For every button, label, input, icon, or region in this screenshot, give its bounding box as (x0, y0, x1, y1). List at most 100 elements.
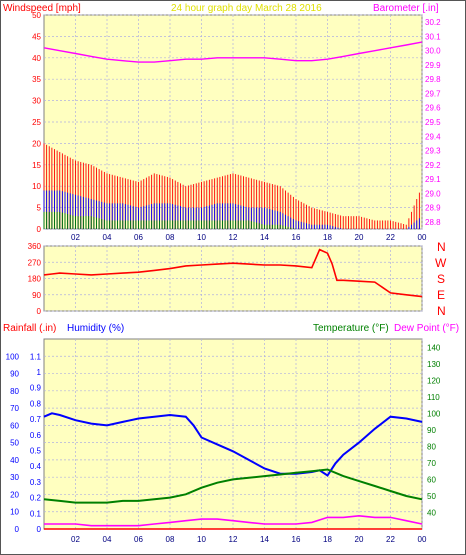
wind-tick-label: 0 (37, 225, 42, 234)
windspeed-axis-label: Windspeed [mph] (3, 3, 81, 14)
humidity-tick-label: 0 (15, 525, 20, 534)
wind-tick-label: 35 (32, 75, 41, 84)
series-barometer (43, 41, 423, 63)
baro-tick-label: 29.8 (425, 75, 441, 84)
rainfall-tick-label: 0.1 (30, 509, 42, 518)
wind-tick-label: 25 (32, 118, 41, 127)
humidity-tick-label: 10 (10, 508, 19, 517)
x-tick-label-top: 08 (166, 233, 175, 242)
humidity-tick-label: 80 (10, 387, 19, 396)
temperature-tick-label: 120 (427, 376, 441, 385)
baro-tick-label: 30.0 (425, 47, 441, 56)
rainfall-tick-label: 0 (37, 525, 42, 534)
baro-tick-label: 29.0 (425, 189, 441, 198)
rainfall-tick-label: 0.5 (30, 446, 42, 455)
rainfall-axis-label: Rainfall (.in) (3, 323, 56, 334)
direction-tick-label: 0 (37, 307, 42, 316)
series-temperature (43, 468, 423, 504)
rainfall-tick-label: 0.3 (30, 478, 42, 487)
temperature-tick-label: 110 (427, 393, 440, 402)
humidity-tick-label: 50 (10, 439, 19, 448)
humidity-axis-label: Humidity (%) (67, 323, 124, 334)
direction-tick-label: 270 (28, 258, 42, 267)
x-tick-label-bottom: 20 (355, 535, 364, 544)
rainfall-tick-label: 0.2 (30, 494, 42, 503)
baro-tick-label: 28.9 (425, 204, 441, 213)
wind-tick-label: 5 (37, 204, 42, 213)
x-tick-label-top: 06 (134, 233, 143, 242)
x-tick-label-top: 18 (323, 233, 332, 242)
x-tick-label-top: 00 (418, 233, 427, 242)
humidity-tick-label: 70 (10, 404, 19, 413)
humidity-tick-label: 60 (10, 421, 19, 430)
x-tick-label-bottom: 02 (71, 535, 80, 544)
dewpoint-axis-label: Dew Point (°F) (394, 323, 459, 334)
baro-tick-label: 29.4 (425, 132, 441, 141)
wind-tick-label: 20 (32, 139, 41, 148)
baro-tick-label: 29.9 (425, 61, 441, 70)
temperature-tick-label: 60 (427, 475, 436, 484)
rainfall-tick-label: 1.1 (30, 352, 42, 361)
x-tick-label-bottom: 22 (386, 535, 395, 544)
baro-tick-label: 29.7 (425, 89, 441, 98)
compass-label-n-top: N (437, 240, 446, 254)
x-tick-label-bottom: 10 (197, 535, 206, 544)
compass-label-n-bottom: N (437, 304, 446, 318)
direction-tick-label: 90 (32, 291, 41, 300)
temperature-tick-label: 130 (427, 360, 441, 369)
rainfall-tick-label: 0.4 (30, 462, 42, 471)
direction-tick-label: 360 (28, 242, 42, 251)
series-lines (43, 41, 423, 530)
baro-tick-label: 29.5 (425, 118, 441, 127)
x-tick-label-bottom: 16 (292, 535, 301, 544)
x-tick-label-top: 02 (71, 233, 80, 242)
temperature-tick-label: 100 (427, 409, 441, 418)
x-tick-label-top: 10 (197, 233, 206, 242)
x-tick-label-bottom: 18 (323, 535, 332, 544)
x-tick-label-bottom: 04 (103, 535, 112, 544)
x-tick-label-top: 04 (103, 233, 112, 242)
x-tick-label-bottom: 14 (260, 535, 269, 544)
barometer-axis-label: Barometer [.in] (373, 3, 439, 14)
baro-tick-label: 29.6 (425, 104, 441, 113)
wind-tick-label: 45 (32, 32, 41, 41)
chart-title: 24 hour graph day March 28 2016 (171, 3, 322, 14)
baro-tick-label: 30.2 (425, 18, 441, 27)
humidity-tick-label: 20 (10, 490, 19, 499)
baro-tick-label: 28.8 (425, 218, 441, 227)
baro-tick-label: 29.2 (425, 161, 441, 170)
humidity-tick-label: 40 (10, 456, 19, 465)
humidity-tick-label: 30 (10, 473, 19, 482)
temperature-tick-label: 50 (427, 492, 436, 501)
wind-tick-label: 50 (32, 11, 41, 20)
compass-label-s: S (437, 272, 445, 286)
temperature-axis-label: Temperature (°F) (313, 323, 389, 334)
rainfall-tick-label: 0.7 (30, 415, 42, 424)
baro-tick-label: 30.1 (425, 32, 441, 41)
wind-tick-label: 30 (32, 97, 41, 106)
temperature-tick-label: 90 (427, 426, 436, 435)
x-tick-label-top: 14 (260, 233, 269, 242)
humidity-tick-label: 90 (10, 370, 19, 379)
rainfall-tick-label: 1 (37, 368, 42, 377)
wind-tick-label: 40 (32, 54, 41, 63)
baro-tick-label: 29.1 (425, 175, 441, 184)
series-dewpoint (44, 514, 423, 527)
x-tick-label-bottom: 00 (418, 535, 427, 544)
x-tick-label-bottom: 06 (134, 535, 143, 544)
series-wind-direction (43, 248, 423, 298)
direction-tick-label: 180 (28, 275, 42, 284)
rainfall-tick-label: 0.9 (30, 384, 42, 393)
temperature-tick-label: 40 (427, 508, 436, 517)
x-tick-label-top: 16 (292, 233, 301, 242)
x-tick-label-bottom: 12 (229, 535, 238, 544)
compass-label-e: E (437, 288, 445, 302)
wind-tick-label: 15 (32, 161, 41, 170)
x-tick-label-top: 12 (229, 233, 238, 242)
temperature-tick-label: 80 (427, 442, 436, 451)
wind-tick-label: 10 (32, 182, 41, 191)
temperature-tick-label: 70 (427, 459, 436, 468)
rainfall-tick-label: 0.6 (30, 431, 42, 440)
